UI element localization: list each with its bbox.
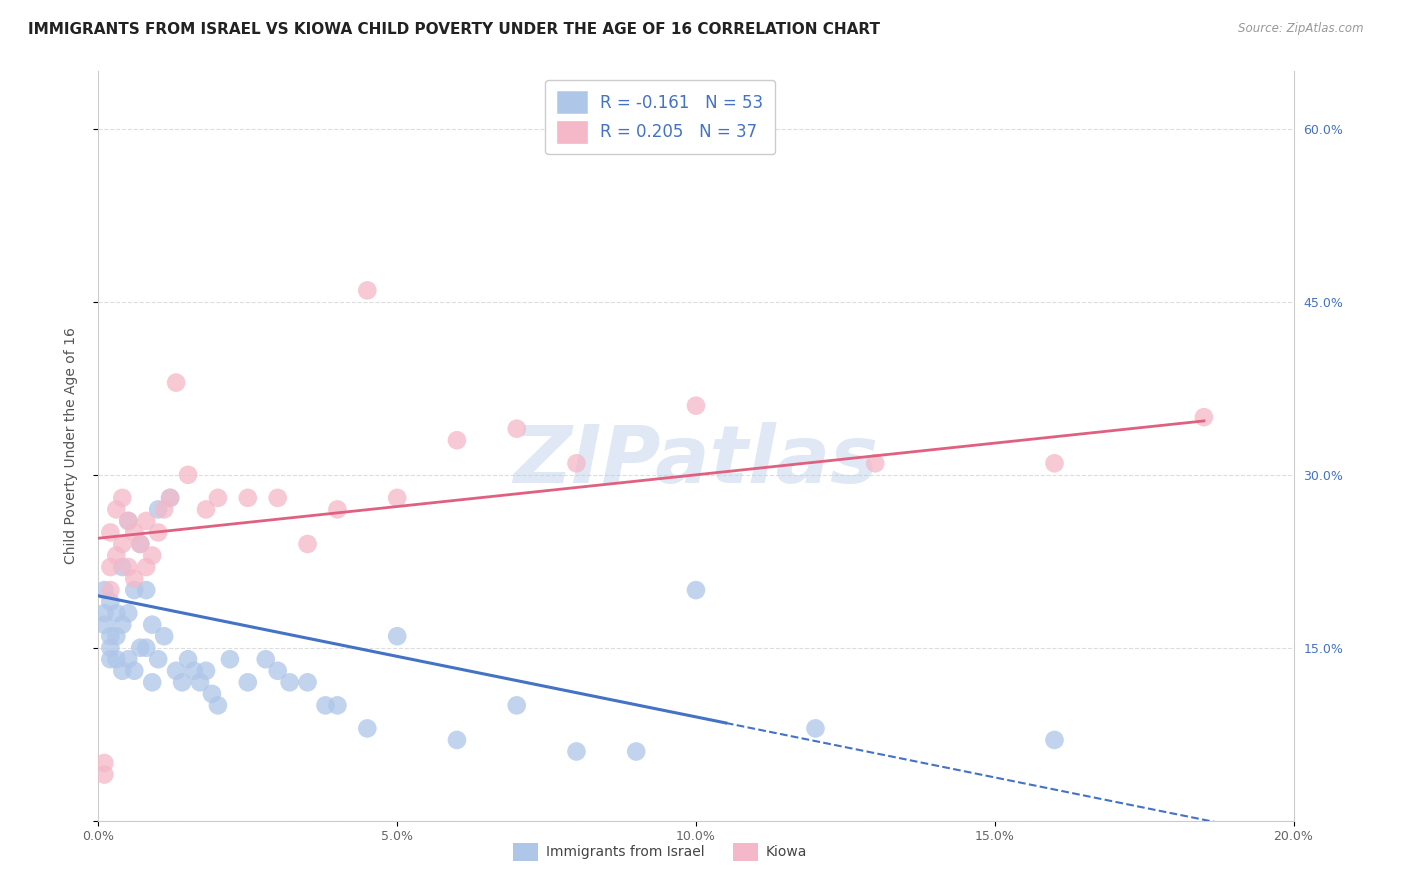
Point	[1192, 410, 1215, 425]
Point	[111, 664, 134, 678]
Point	[117, 514, 139, 528]
Point	[865, 456, 887, 470]
Point	[129, 537, 152, 551]
Point	[183, 664, 205, 678]
Point	[111, 537, 134, 551]
Point	[172, 675, 194, 690]
Point	[165, 664, 187, 678]
Point	[1043, 733, 1066, 747]
Point	[111, 560, 134, 574]
Point	[195, 502, 218, 516]
Legend: Immigrants from Israel, Kiowa: Immigrants from Israel, Kiowa	[508, 838, 813, 866]
Point	[117, 560, 139, 574]
Point	[207, 698, 229, 713]
Point	[105, 629, 128, 643]
Point	[93, 606, 115, 620]
Text: ZIPatlas: ZIPatlas	[513, 422, 879, 500]
Point	[385, 629, 409, 643]
Point	[111, 491, 134, 505]
Point	[267, 664, 290, 678]
Point	[124, 572, 146, 586]
Point	[124, 583, 146, 598]
Point	[159, 491, 181, 505]
Point	[177, 652, 200, 666]
Point	[98, 594, 122, 608]
Point	[188, 675, 211, 690]
Point	[506, 422, 529, 436]
Point	[1043, 456, 1066, 470]
Point	[685, 583, 707, 598]
Point	[159, 491, 181, 505]
Text: Source: ZipAtlas.com: Source: ZipAtlas.com	[1239, 22, 1364, 36]
Point	[297, 537, 319, 551]
Point	[148, 502, 170, 516]
Point	[177, 467, 200, 482]
Point	[141, 549, 163, 563]
Point	[207, 491, 229, 505]
Point	[105, 549, 128, 563]
Point	[117, 606, 139, 620]
Point	[315, 698, 337, 713]
Text: IMMIGRANTS FROM ISRAEL VS KIOWA CHILD POVERTY UNDER THE AGE OF 16 CORRELATION CH: IMMIGRANTS FROM ISRAEL VS KIOWA CHILD PO…	[28, 22, 880, 37]
Point	[93, 583, 115, 598]
Point	[135, 640, 157, 655]
Point	[326, 698, 349, 713]
Point	[236, 675, 259, 690]
Point	[626, 744, 648, 758]
Point	[129, 537, 152, 551]
Point	[105, 502, 128, 516]
Point	[356, 722, 378, 736]
Point	[135, 560, 157, 574]
Point	[153, 629, 176, 643]
Point	[105, 652, 128, 666]
Point	[565, 744, 588, 758]
Point	[105, 606, 128, 620]
Point	[93, 617, 115, 632]
Point	[117, 652, 139, 666]
Point	[98, 583, 122, 598]
Point	[685, 399, 707, 413]
Point	[278, 675, 301, 690]
Point	[135, 514, 157, 528]
Point	[236, 491, 259, 505]
Point	[98, 652, 122, 666]
Point	[141, 675, 163, 690]
Point	[506, 698, 529, 713]
Point	[565, 456, 588, 470]
Point	[356, 284, 378, 298]
Point	[804, 722, 827, 736]
Point	[117, 514, 139, 528]
Point	[267, 491, 290, 505]
Point	[98, 640, 122, 655]
Y-axis label: Child Poverty Under the Age of 16: Child Poverty Under the Age of 16	[63, 327, 77, 565]
Point	[326, 502, 349, 516]
Point	[148, 525, 170, 540]
Point	[165, 376, 187, 390]
Point	[124, 525, 146, 540]
Point	[385, 491, 409, 505]
Point	[195, 664, 218, 678]
Point	[297, 675, 319, 690]
Point	[219, 652, 242, 666]
Point	[446, 733, 468, 747]
Point	[141, 617, 163, 632]
Point	[93, 767, 115, 781]
Point	[98, 560, 122, 574]
Point	[93, 756, 115, 770]
Point	[98, 525, 122, 540]
Point	[254, 652, 277, 666]
Point	[153, 502, 176, 516]
Point	[446, 434, 468, 448]
Point	[129, 640, 152, 655]
Point	[98, 629, 122, 643]
Point	[148, 652, 170, 666]
Point	[124, 664, 146, 678]
Point	[201, 687, 224, 701]
Point	[135, 583, 157, 598]
Point	[111, 617, 134, 632]
